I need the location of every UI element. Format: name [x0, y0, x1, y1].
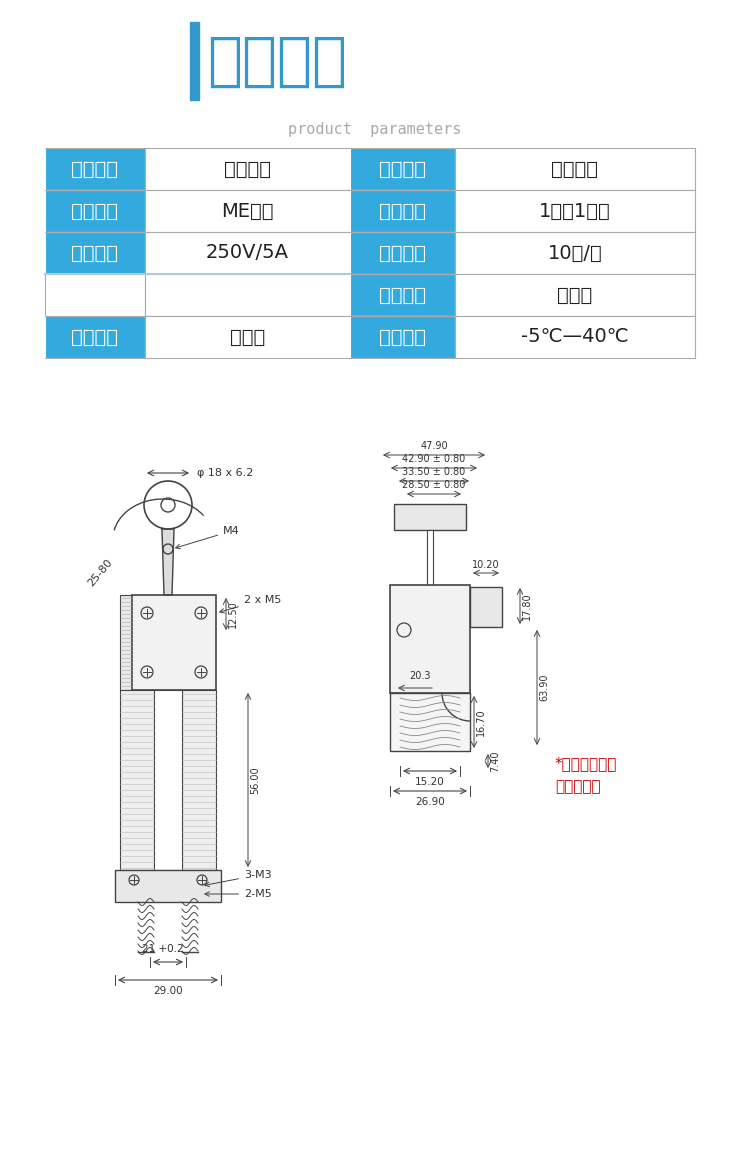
Bar [455, 190, 695, 232]
Text: M4: M4 [176, 526, 240, 548]
Bar [145, 316, 350, 358]
Bar [350, 274, 455, 316]
Bar [455, 316, 695, 358]
Text: 33.50 ± 0.80: 33.50 ± 0.80 [402, 467, 466, 477]
Bar [390, 694, 470, 751]
Bar [350, 232, 455, 274]
Text: 25-80: 25-80 [86, 558, 114, 589]
Bar [145, 232, 350, 274]
Text: 1常开1常闭: 1常开1常闭 [539, 202, 610, 220]
Bar [145, 147, 350, 190]
Bar [45, 190, 145, 232]
Bar [132, 594, 216, 690]
Text: 以实物为主: 以实物为主 [555, 779, 601, 794]
Bar [45, 316, 145, 358]
Text: 21 +0.2: 21 +0.2 [142, 943, 184, 954]
Bar [145, 190, 350, 232]
Text: *尺寸仅供参考: *尺寸仅供参考 [555, 756, 617, 771]
Polygon shape [162, 529, 174, 594]
Text: 环境温度: 环境温度 [379, 327, 426, 347]
Bar [182, 690, 216, 870]
Bar [145, 274, 350, 316]
Text: 17.80: 17.80 [522, 592, 532, 620]
Text: 10个/盒: 10个/盒 [548, 243, 602, 263]
Text: 外壳材质: 外壳材质 [379, 159, 426, 179]
Bar [45, 147, 145, 190]
Text: 12.50: 12.50 [228, 600, 238, 628]
Text: -5℃—40℃: -5℃—40℃ [521, 327, 628, 347]
Text: 28.50 ± 0.80: 28.50 ± 0.80 [402, 480, 466, 490]
Text: 2-M5: 2-M5 [205, 889, 272, 899]
Bar [455, 147, 695, 190]
Text: 250V/5A: 250V/5A [206, 243, 289, 263]
Bar [45, 232, 145, 274]
Text: 2 x M5: 2 x M5 [220, 594, 281, 613]
Bar [455, 274, 695, 316]
Text: 42.90 ± 0.80: 42.90 ± 0.80 [402, 454, 466, 464]
Bar [190, 22, 199, 100]
Text: 阻燃材质: 阻燃材质 [551, 159, 598, 179]
Text: 包装数量: 包装数量 [379, 243, 426, 263]
Text: 接线方式: 接线方式 [71, 327, 118, 347]
Bar [470, 588, 502, 627]
Text: product  parameters: product parameters [288, 122, 462, 137]
Bar [455, 232, 695, 274]
Text: 产品参数: 产品参数 [207, 32, 347, 90]
Text: 触点形式: 触点形式 [379, 202, 426, 220]
Text: 7.40: 7.40 [490, 750, 500, 772]
Text: 26.90: 26.90 [416, 797, 445, 808]
Text: 29.00: 29.00 [153, 986, 183, 996]
Text: ME系列: ME系列 [221, 202, 274, 220]
Text: 产品型号: 产品型号 [71, 202, 118, 220]
Text: 电压电流: 电压电流 [71, 243, 118, 263]
Text: 产品名称: 产品名称 [71, 159, 118, 179]
Bar [427, 530, 433, 585]
Text: 47.90: 47.90 [420, 441, 448, 450]
Text: 自复位: 自复位 [557, 286, 592, 304]
Text: 3-M3: 3-M3 [205, 870, 272, 887]
Text: 压板式: 压板式 [230, 327, 266, 347]
Text: 20.3: 20.3 [410, 670, 430, 681]
Text: 动作形式: 动作形式 [379, 286, 426, 304]
Bar [350, 316, 455, 358]
Text: 行程开关: 行程开关 [224, 159, 271, 179]
Text: 63.90: 63.90 [539, 674, 549, 702]
Bar [45, 274, 145, 316]
Bar [154, 690, 182, 870]
Text: φ 18 x 6.2: φ 18 x 6.2 [197, 468, 254, 478]
Bar [115, 870, 221, 902]
Text: 15.20: 15.20 [416, 776, 445, 787]
Bar [120, 690, 154, 870]
Bar [394, 505, 466, 530]
Text: 16.70: 16.70 [476, 708, 486, 736]
Text: 56.00: 56.00 [250, 766, 260, 794]
Bar [390, 585, 470, 694]
Bar [120, 594, 132, 690]
Bar [350, 147, 455, 190]
Bar [350, 190, 455, 232]
Text: 10.20: 10.20 [472, 560, 500, 570]
